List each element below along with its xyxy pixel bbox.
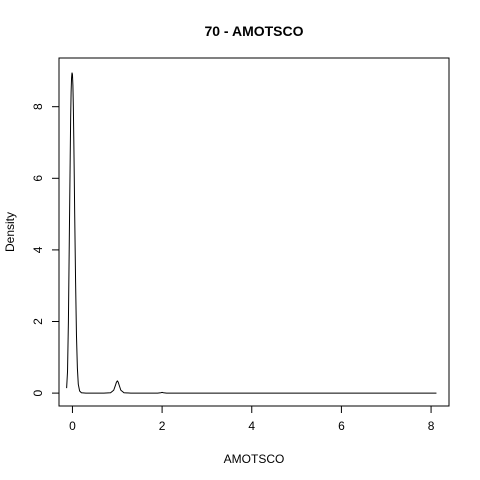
y-tick-label: 4 bbox=[31, 246, 45, 253]
x-tick-label: 0 bbox=[69, 419, 76, 433]
y-tick-label: 8 bbox=[31, 103, 45, 110]
plot-frame bbox=[58, 57, 450, 407]
x-tick-label: 4 bbox=[248, 419, 255, 433]
x-tick-label: 8 bbox=[428, 419, 435, 433]
density-line bbox=[66, 72, 437, 394]
x-tick-label: 6 bbox=[338, 419, 345, 433]
chart-title: 70 - AMOTSCO bbox=[204, 23, 303, 39]
y-tick-label: 0 bbox=[31, 389, 45, 396]
x-tick-label: 2 bbox=[159, 419, 166, 433]
x-axis-label: AMOTSCO bbox=[224, 452, 285, 466]
y-tick-label: 2 bbox=[31, 318, 45, 325]
y-axis-label: Density bbox=[3, 212, 17, 252]
x-axis: 0 2 4 6 8 bbox=[69, 405, 435, 433]
y-axis: 0 2 4 6 8 bbox=[31, 103, 60, 396]
y-tick-label: 6 bbox=[31, 175, 45, 182]
